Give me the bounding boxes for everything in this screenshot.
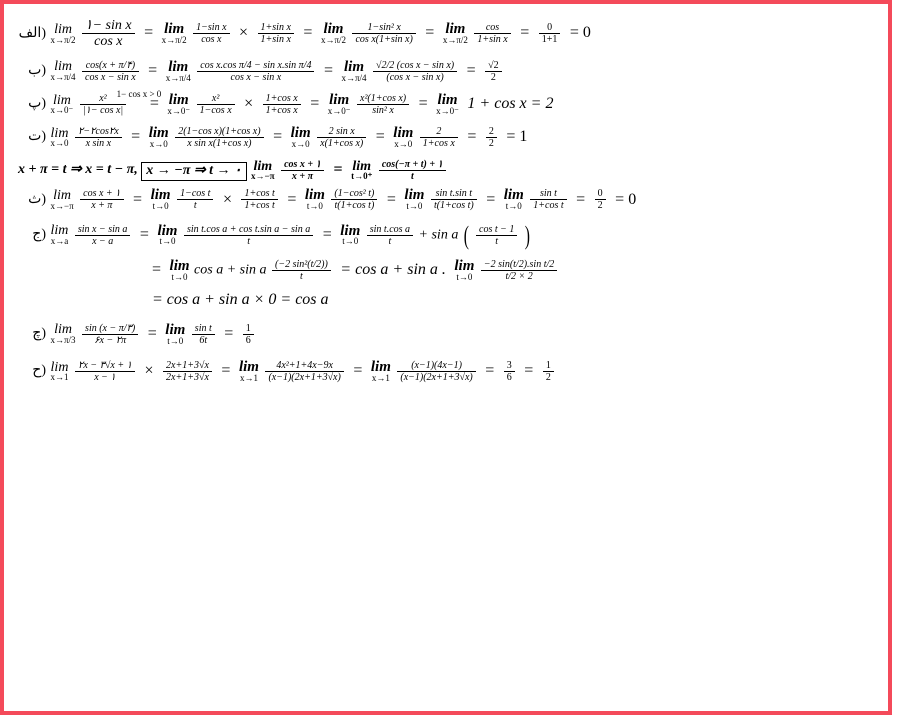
row-jim-2: = limt→0 cos a + sin a (−2 sin²(t/2))t =…: [18, 259, 874, 282]
result-pe: 1 + cos x = 2: [467, 96, 553, 113]
row-be: ب) limx→π/4 cos(x + π/۴)cos x − sin x = …: [18, 60, 874, 83]
label-alef: الف): [18, 27, 46, 42]
label-che: چ): [18, 327, 46, 342]
label-be: ب): [18, 64, 46, 79]
result-he: 12: [543, 360, 554, 383]
label-jim: ج): [18, 228, 46, 243]
lim-plain: limx→π/2: [51, 23, 76, 45]
math-worksheet-frame: الف) limx→π/2 ١− sin xcos x = limx→π/2 1…: [0, 0, 892, 715]
boxed-expr: x → −π ⇒ t → ٠: [141, 162, 246, 181]
row-he: ح) limx→1 ٢x − ٣√x + ١x − ١ × 2x+1+3√x2x…: [18, 360, 874, 383]
result-the: = 0: [615, 192, 636, 209]
row-jim-1: ج) limx→a sin x − sin ax − a = limt→0 si…: [18, 222, 874, 249]
label-pe: پ): [18, 97, 46, 112]
label-he: ح): [18, 364, 46, 379]
result-te: = 1: [506, 129, 527, 146]
result-jim: = cos a + sin a × 0 = cos a: [152, 292, 329, 309]
row-pe: پ) limx→0⁻ x²|١− cos x| 1− cos x > 0 = l…: [18, 93, 874, 116]
annotation: 1− cos x > 0: [117, 89, 162, 99]
substitution-line: x + π = t ⇒ x = t − π, x → −π ⇒ t → ٠ li…: [18, 159, 874, 182]
row-jim-3: = cos a + sin a × 0 = cos a: [18, 292, 874, 309]
label-the: ث): [18, 193, 46, 208]
row-the: ث) limx→−π cos x + ١x + π = limt→0 1−cos…: [18, 188, 874, 211]
row-alef: الف) limx→π/2 ١− sin xcos x = limx→π/2 1…: [18, 18, 874, 50]
row-che: چ) limx→π/3 sin (x − π/٣)۶x − ٢π = limt→…: [18, 323, 874, 346]
result-alef: = 0: [570, 25, 591, 42]
label-te: ت): [18, 130, 46, 145]
row-te: ت) limx→0 ٢−٢cos٢xx sin x = limx→0 2(1−c…: [18, 126, 874, 149]
